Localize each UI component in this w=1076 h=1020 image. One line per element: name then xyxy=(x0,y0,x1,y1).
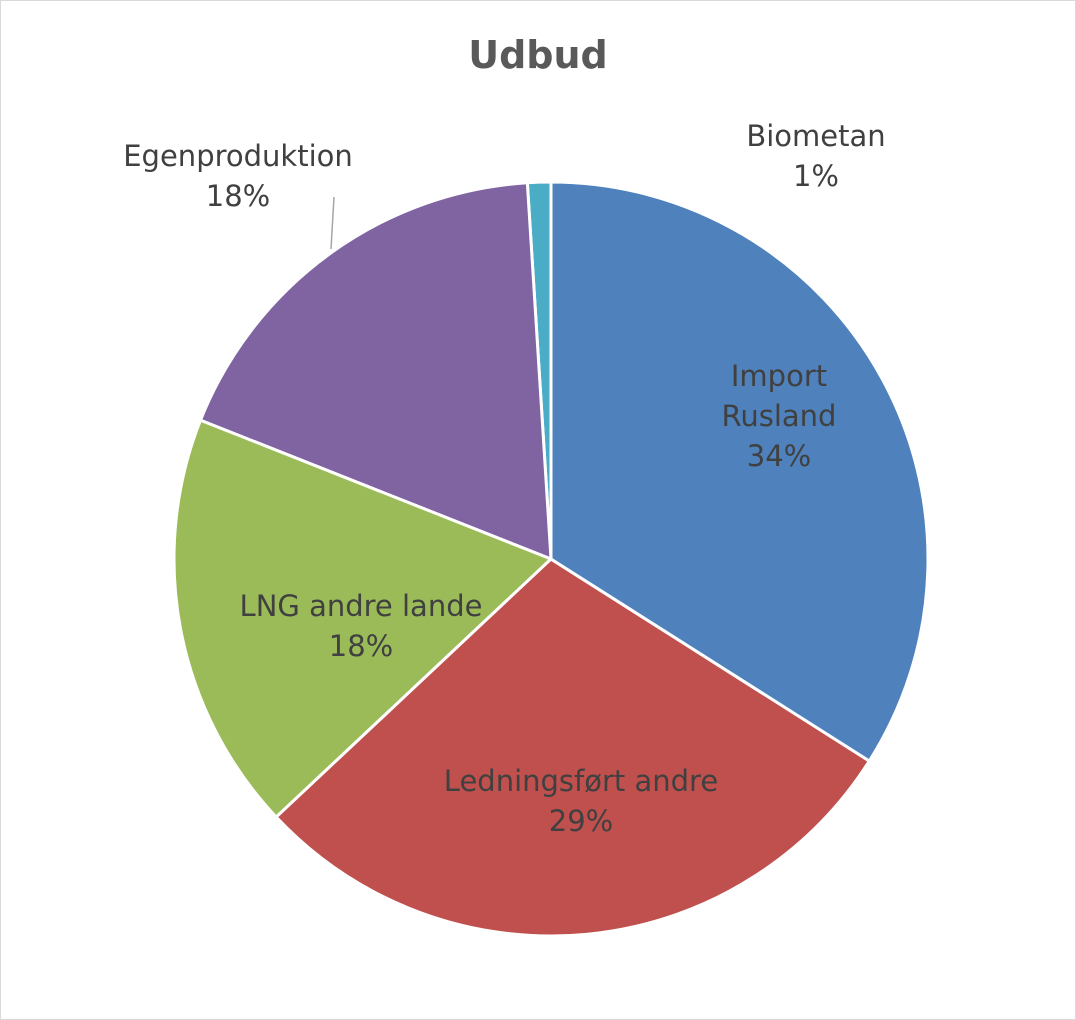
value-label: 18% xyxy=(205,179,271,213)
category-label: Ledningsført andre xyxy=(443,764,719,798)
pie-slice xyxy=(172,418,554,820)
value-label: 34% xyxy=(746,439,812,473)
pie-slice xyxy=(549,180,930,764)
category-label: LNG andre lande xyxy=(239,589,483,623)
data-label: LNG andre lande 18% xyxy=(201,586,521,666)
value-label: 1% xyxy=(792,159,839,193)
value-label: 18% xyxy=(328,629,394,663)
value-label: 29% xyxy=(548,804,614,838)
leader-line xyxy=(330,196,335,250)
category-label: Import Rusland xyxy=(721,359,837,433)
category-label: Egenproduktion xyxy=(123,139,353,173)
data-label: Egenproduktion 18% xyxy=(88,136,388,216)
category-label: Biometan xyxy=(746,119,886,153)
data-label: Import Rusland 34% xyxy=(694,356,864,476)
chart-title: Udbud xyxy=(468,33,608,77)
pie-slice xyxy=(274,557,872,938)
data-label: Ledningsført andre 29% xyxy=(411,761,751,841)
data-label: Biometan 1% xyxy=(716,116,916,196)
pie-slice xyxy=(198,181,553,562)
